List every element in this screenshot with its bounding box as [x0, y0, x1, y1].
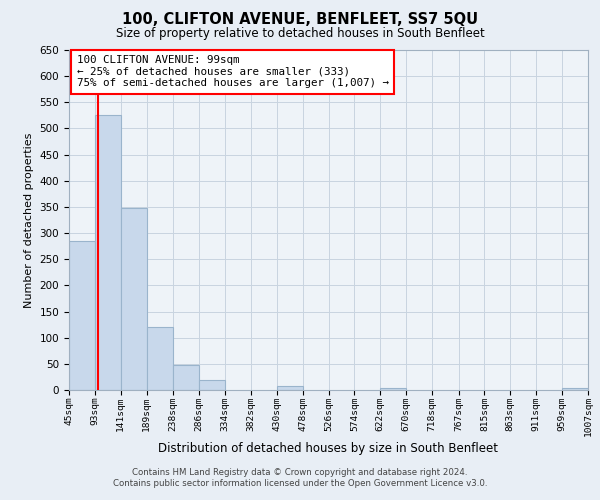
Bar — [562, 388, 588, 390]
Bar — [121, 208, 146, 390]
Y-axis label: Number of detached properties: Number of detached properties — [24, 132, 34, 308]
Text: 100, CLIFTON AVENUE, BENFLEET, SS7 5QU: 100, CLIFTON AVENUE, BENFLEET, SS7 5QU — [122, 12, 478, 28]
Bar — [69, 242, 95, 390]
Bar — [199, 380, 225, 390]
X-axis label: Distribution of detached houses by size in South Benfleet: Distribution of detached houses by size … — [158, 442, 499, 455]
Text: Contains HM Land Registry data © Crown copyright and database right 2024.
Contai: Contains HM Land Registry data © Crown c… — [113, 468, 487, 487]
Text: Size of property relative to detached houses in South Benfleet: Size of property relative to detached ho… — [116, 28, 484, 40]
Bar — [380, 388, 406, 390]
Text: 100 CLIFTON AVENUE: 99sqm
← 25% of detached houses are smaller (333)
75% of semi: 100 CLIFTON AVENUE: 99sqm ← 25% of detac… — [77, 55, 389, 88]
Bar — [95, 116, 121, 390]
Bar — [277, 386, 302, 390]
Bar — [146, 326, 173, 390]
Bar — [173, 365, 199, 390]
